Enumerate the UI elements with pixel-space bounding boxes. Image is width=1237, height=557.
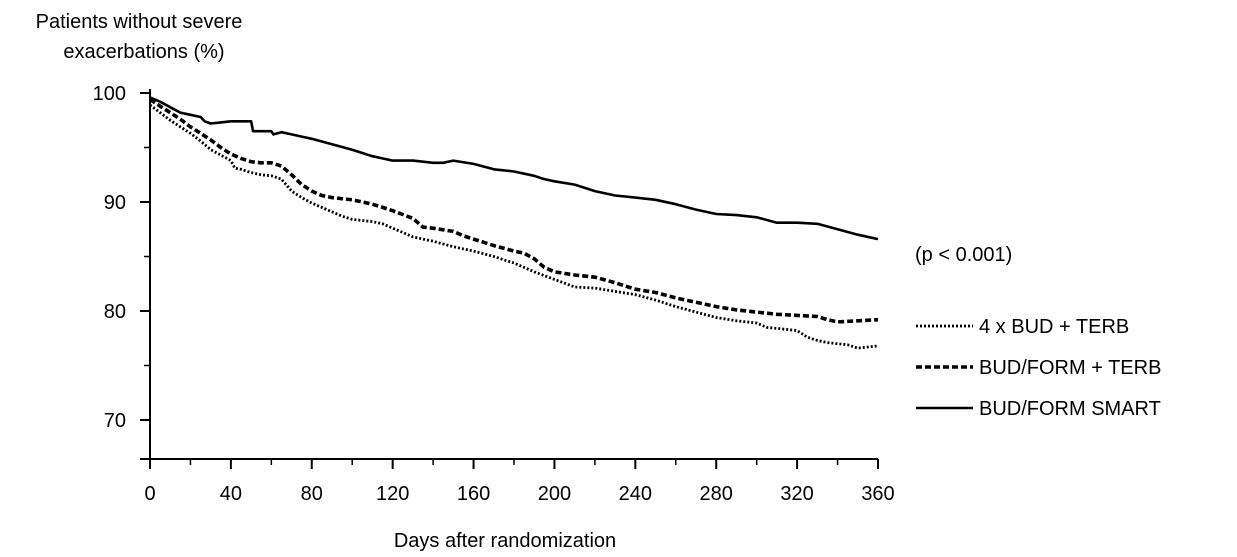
axes: 70 80 90 100 0 40 80 120 160 200 240 280 320 360	[93, 83, 895, 505]
x-tick-label: 240	[619, 483, 652, 505]
x-tick-label: 360	[861, 483, 894, 505]
x-axis-title: Days after randomization	[394, 530, 616, 552]
y-axis-title-line-2: exacerbations (%)	[63, 41, 224, 63]
series-line-3	[149, 96, 879, 241]
y-tick-label: 90	[104, 192, 126, 214]
x-tick-label: 0	[144, 483, 155, 505]
x-tick-label: 80	[301, 483, 323, 505]
legend-label-2: BUD/FORM + TERB	[979, 357, 1161, 379]
y-tick-label: 100	[93, 83, 126, 105]
x-tick-label: 160	[457, 483, 490, 505]
y-axis-title-line-1: Patients without severe	[36, 11, 243, 33]
p-value-annotation: (p < 0.001)	[915, 244, 1012, 266]
x-tick-label: 120	[376, 483, 409, 505]
series-layer	[149, 96, 879, 350]
x-tick-label: 200	[538, 483, 571, 505]
y-tick-label: 70	[104, 410, 126, 432]
x-tick-label: 40	[220, 483, 242, 505]
y-tick-label: 80	[104, 301, 126, 323]
x-tick-label: 280	[700, 483, 733, 505]
legend: 4 x BUD + TERB BUD/FORM + TERB BUD/FORM SM…	[916, 316, 1161, 420]
series-line-2	[149, 97, 879, 324]
legend-label-1: 4 x BUD + TERB	[979, 316, 1129, 338]
legend-label-3: BUD/FORM SMART	[979, 398, 1161, 420]
x-tick-label: 320	[780, 483, 813, 505]
